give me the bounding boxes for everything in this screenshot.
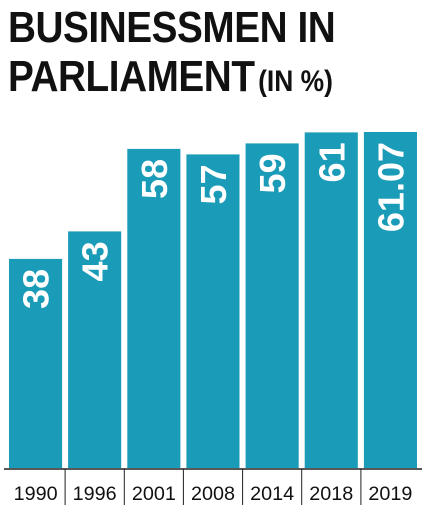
x-tick-label-1990: 1990 [14, 484, 58, 505]
bar-2019 [363, 132, 417, 468]
chart-title-line2-text: PARLIAMENT [8, 52, 255, 101]
value-label-2001: 58 [134, 159, 175, 199]
bar-2014 [245, 143, 299, 468]
chart-title-unit: (IN %) [258, 65, 333, 98]
value-label-1990: 38 [16, 269, 57, 309]
x-tick-label-2018: 2018 [309, 484, 353, 505]
x-tick-label-2014: 2014 [250, 484, 294, 505]
value-label-2018: 61 [311, 142, 352, 182]
bar-2008 [186, 154, 240, 468]
bar-1996 [68, 231, 122, 468]
chart-title-line1: BUSINESSMEN IN [8, 3, 336, 52]
x-tick-label-2008: 2008 [191, 484, 235, 505]
chart-title-line2: PARLIAMENT (IN %) [8, 52, 373, 107]
bar-2001 [127, 148, 181, 468]
value-label-2014: 59 [252, 153, 293, 193]
value-label-2008: 57 [193, 164, 234, 204]
x-tick-label-2001: 2001 [132, 484, 176, 505]
value-label-2019: 61.07 [370, 142, 411, 232]
x-tick-label-1996: 1996 [73, 484, 117, 505]
chart-title: BUSINESSMEN IN PARLIAMENT (IN %) [8, 4, 423, 107]
x-tick-label-2019: 2019 [368, 484, 412, 505]
bar-1990 [9, 258, 63, 468]
bar-2018 [304, 132, 358, 468]
value-label-1996: 43 [75, 241, 116, 281]
